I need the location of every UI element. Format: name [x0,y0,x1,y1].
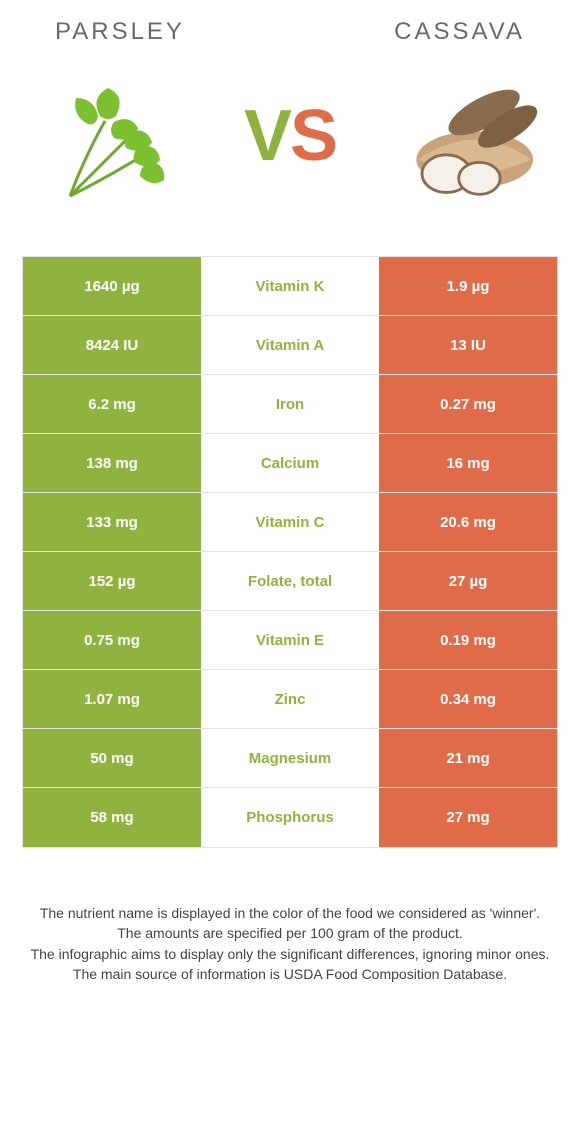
left-value: 133 mg [23,493,201,551]
table-row: 138 mgCalcium16 mg [23,434,557,493]
right-value: 20.6 mg [379,493,557,551]
vs-label: VS [244,95,336,177]
right-value: 0.27 mg [379,375,557,433]
left-value: 58 mg [23,788,201,847]
table-row: 6.2 mgIron0.27 mg [23,375,557,434]
nutrient-label: Vitamin E [201,611,379,669]
right-value: 13 IU [379,316,557,374]
vs-v: V [244,95,290,177]
vs-s: S [290,95,336,177]
left-value: 6.2 mg [23,375,201,433]
right-value: 27 µg [379,552,557,610]
nutrient-label: Iron [201,375,379,433]
nutrient-label: Folate, total [201,552,379,610]
nutrient-label: Calcium [201,434,379,492]
cassava-image [390,66,550,206]
header: Parsley cassava [0,0,580,46]
right-value: 1.9 µg [379,257,557,315]
table-row: 8424 IUVitamin A13 IU [23,316,557,375]
table-row: 50 mgMagnesium21 mg [23,729,557,788]
left-value: 138 mg [23,434,201,492]
table-row: 133 mgVitamin C20.6 mg [23,493,557,552]
nutrient-label: Vitamin A [201,316,379,374]
table-row: 152 µgFolate, total27 µg [23,552,557,611]
nutrient-label: Zinc [201,670,379,728]
left-value: 0.75 mg [23,611,201,669]
table-row: 0.75 mgVitamin E0.19 mg [23,611,557,670]
left-value: 1640 µg [23,257,201,315]
right-value: 21 mg [379,729,557,787]
right-value: 27 mg [379,788,557,847]
right-value: 0.34 mg [379,670,557,728]
nutrient-label: Vitamin C [201,493,379,551]
left-value: 1.07 mg [23,670,201,728]
footnote-line: The main source of information is USDA F… [30,964,550,984]
footnote-line: The nutrient name is displayed in the co… [30,903,550,923]
nutrient-table: 1640 µgVitamin K1.9 µg8424 IUVitamin A13… [22,256,558,848]
left-value: 152 µg [23,552,201,610]
left-value: 8424 IU [23,316,201,374]
footnote-line: The infographic aims to display only the… [30,944,550,964]
nutrient-label: Vitamin K [201,257,379,315]
nutrient-label: Phosphorus [201,788,379,847]
right-food-title: cassava [394,18,525,46]
left-food-title: Parsley [55,18,185,46]
right-value: 0.19 mg [379,611,557,669]
parsley-image [30,66,190,206]
table-row: 1.07 mgZinc0.34 mg [23,670,557,729]
left-value: 50 mg [23,729,201,787]
table-row: 58 mgPhosphorus27 mg [23,788,557,847]
footnote-line: The amounts are specified per 100 gram o… [30,923,550,943]
images-row: VS [0,46,580,236]
nutrient-label: Magnesium [201,729,379,787]
footnotes: The nutrient name is displayed in the co… [30,903,550,984]
table-row: 1640 µgVitamin K1.9 µg [23,257,557,316]
right-value: 16 mg [379,434,557,492]
